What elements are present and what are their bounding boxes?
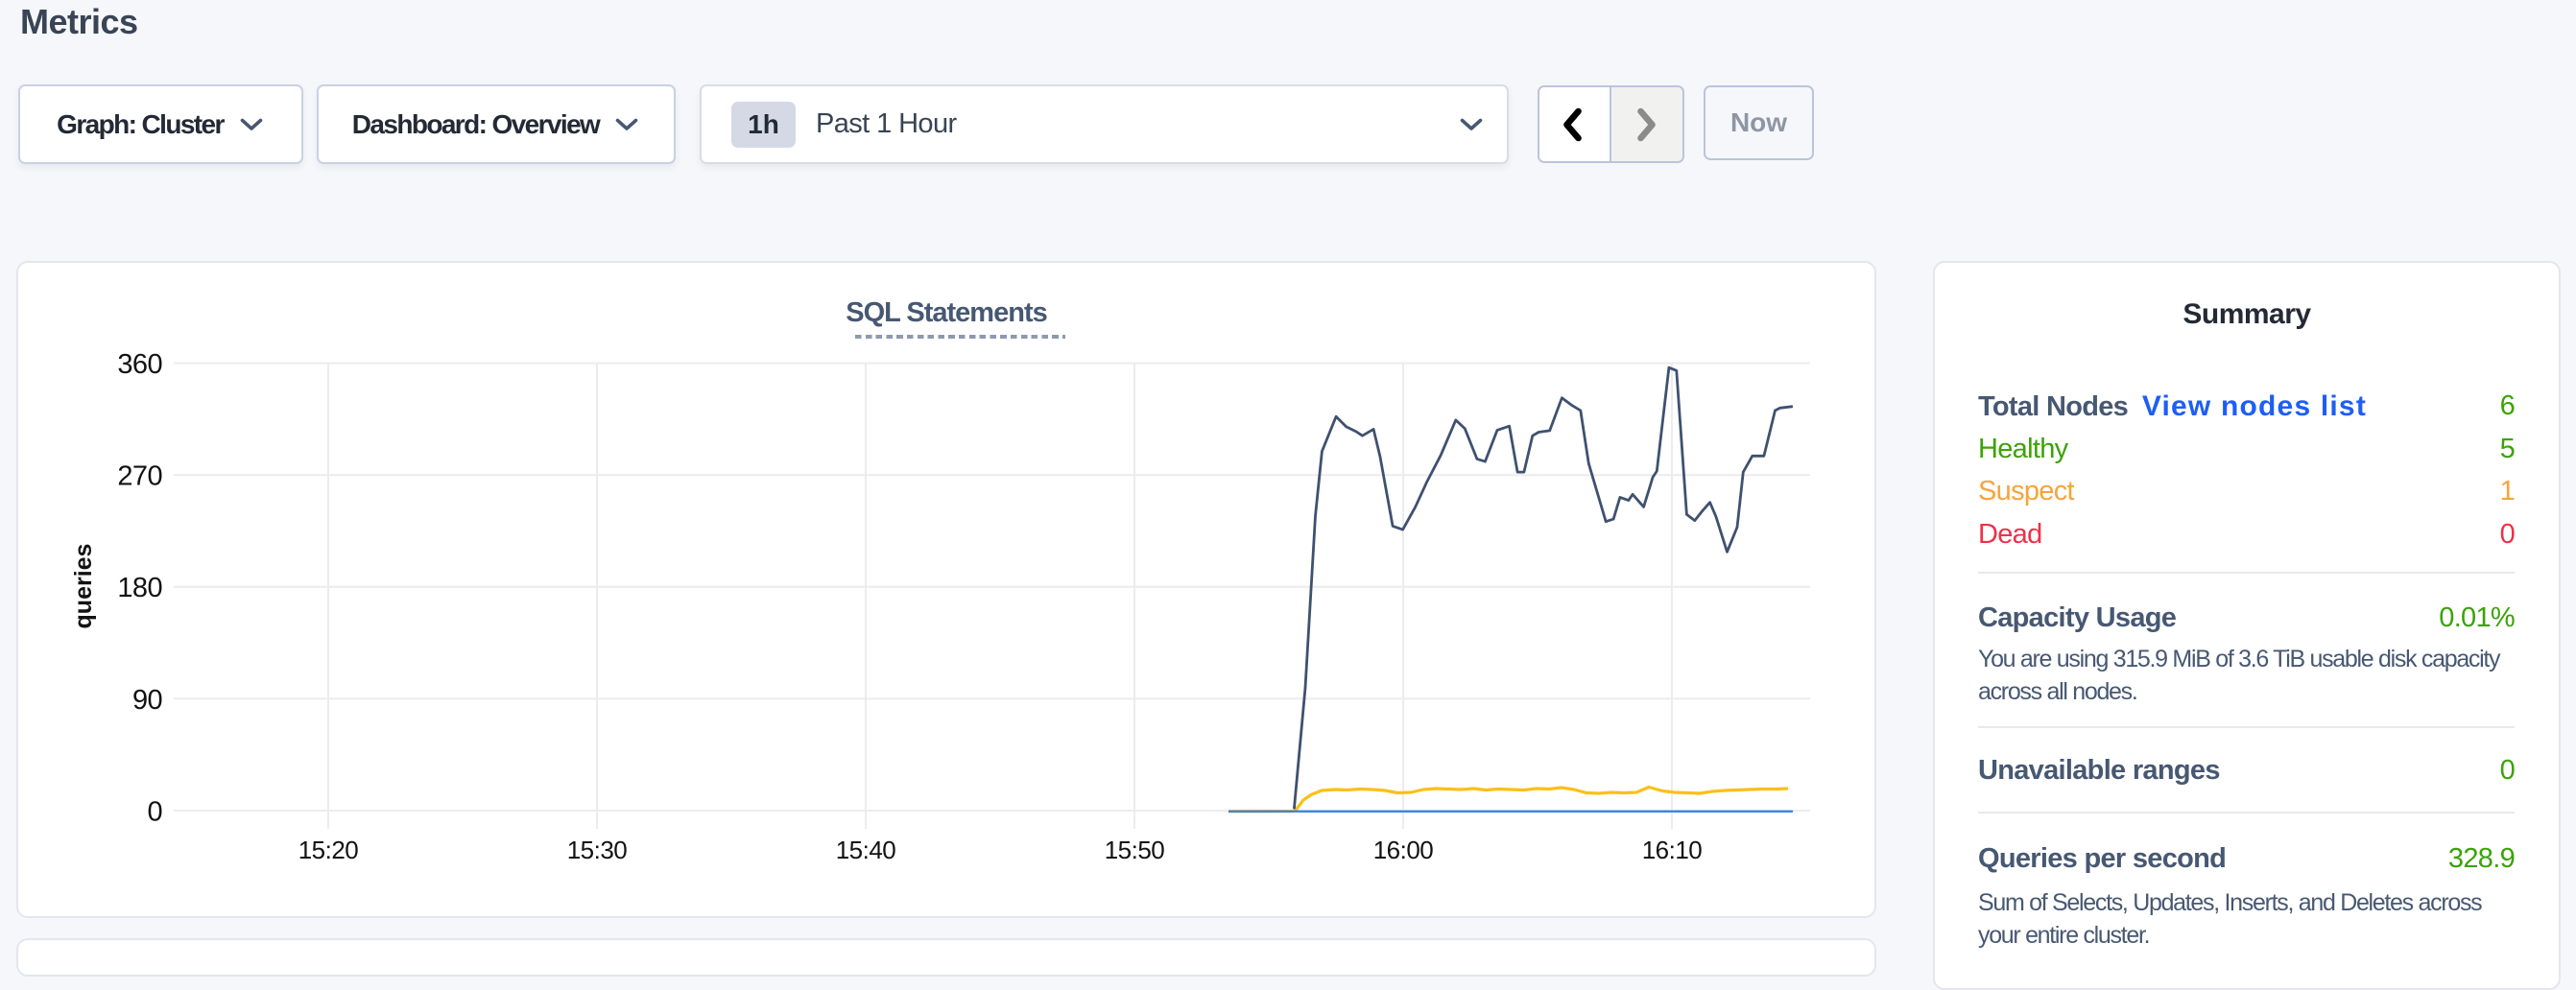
svg-text:180: 180 (117, 573, 162, 603)
svg-text:90: 90 (132, 685, 162, 716)
svg-text:15:30: 15:30 (567, 836, 628, 864)
svg-text:15:40: 15:40 (836, 836, 896, 864)
svg-text:15:20: 15:20 (298, 836, 359, 864)
svg-text:15:50: 15:50 (1105, 836, 1165, 864)
svg-text:16:10: 16:10 (1642, 836, 1703, 864)
svg-text:270: 270 (117, 461, 162, 492)
svg-text:16:00: 16:00 (1373, 836, 1434, 864)
svg-text:queries: queries (70, 544, 97, 629)
svg-text:0: 0 (147, 796, 162, 827)
svg-text:360: 360 (117, 349, 162, 380)
